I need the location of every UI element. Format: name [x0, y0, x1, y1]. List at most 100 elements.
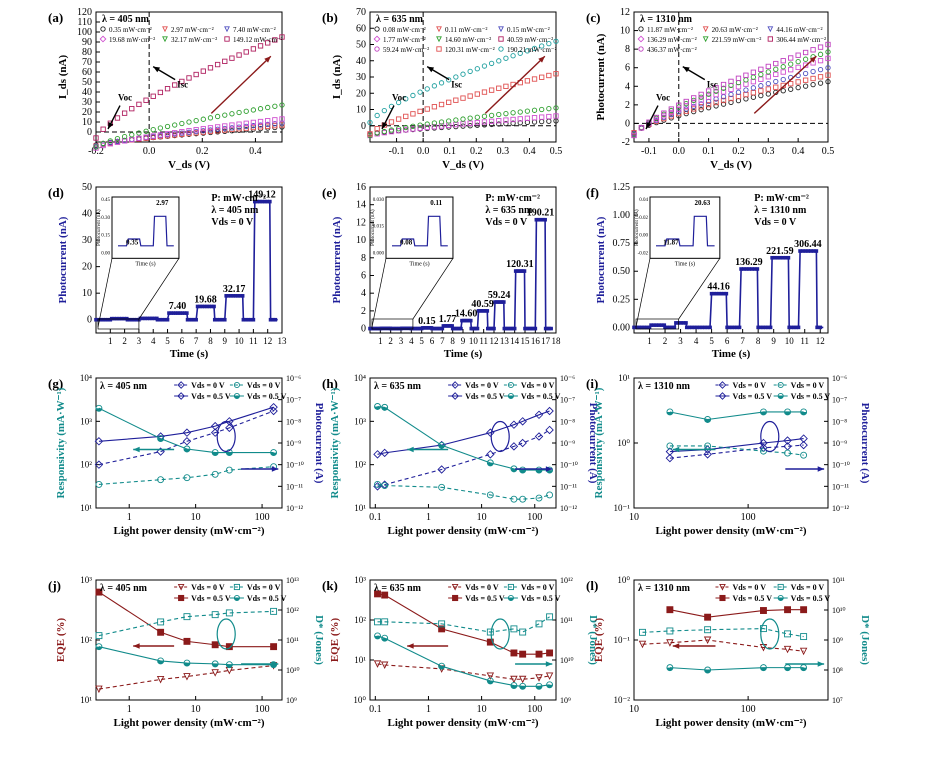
- y-axis-label: Photocurrent (nA): [331, 216, 343, 303]
- y2-tick-label: 10¹³: [286, 576, 299, 585]
- data-point: [114, 115, 121, 121]
- highlight-ellipse: [216, 420, 236, 453]
- zoom-box: [97, 318, 140, 330]
- x-tick-label: 8: [450, 336, 455, 346]
- x-axis-label: Time (s): [170, 348, 209, 360]
- voc-arrow-head: [382, 122, 388, 129]
- y-tick-label: 10¹: [354, 503, 366, 513]
- y-tick-label: 10⁻¹: [614, 503, 631, 513]
- panel-label: (a): [48, 10, 63, 25]
- x-axis-label: Light power density (mW·cm⁻²): [114, 717, 265, 729]
- data-point: [251, 317, 256, 322]
- data-point: [756, 325, 760, 330]
- data-point: [811, 249, 816, 253]
- data-point: [758, 325, 763, 330]
- x-tick-label: 100: [255, 704, 270, 715]
- data-point: [178, 311, 182, 315]
- data-point: [417, 89, 423, 95]
- data-point: [517, 116, 523, 122]
- data-point: [781, 255, 785, 260]
- y2-tick-label: 10¹¹: [832, 576, 845, 585]
- data-point: [481, 63, 488, 69]
- pulse-label: 221.59: [766, 246, 794, 257]
- legend-label: Vds = 0.5 V: [732, 594, 772, 603]
- data-point: [534, 432, 544, 441]
- data-point: [780, 69, 786, 75]
- legend-label: Vds = 0 V: [732, 583, 766, 592]
- data-point: [202, 304, 207, 309]
- data-point: [666, 639, 674, 647]
- data-point: [545, 326, 550, 331]
- data-point: [255, 199, 260, 204]
- series-line: [669, 438, 804, 453]
- inset-connector: [412, 258, 454, 320]
- data-point: [684, 321, 688, 325]
- x-tick-label: 13: [500, 336, 510, 346]
- series-line: [377, 483, 550, 500]
- data-point-half: [760, 667, 767, 671]
- data-point: [474, 114, 480, 120]
- data-point: [717, 291, 721, 296]
- data-point: [666, 442, 674, 450]
- data-point: [214, 124, 221, 130]
- data-point: [100, 140, 106, 147]
- data-point: [639, 325, 644, 330]
- y2-tick-label: 10⁻¹⁰: [832, 461, 850, 470]
- data-point: [222, 58, 228, 64]
- data-point: [545, 672, 554, 680]
- data-point: [695, 325, 699, 330]
- inset-y-label: Photocurrent (nA): [97, 209, 102, 246]
- series-pc-0V: [665, 440, 808, 463]
- y-tick-label: 10¹: [80, 695, 92, 705]
- zoom-box: [635, 318, 680, 330]
- plot-frame: [633, 186, 829, 334]
- inset-y-tick-label: 0.15: [101, 234, 110, 239]
- data-point: [417, 108, 423, 115]
- data-point: [200, 68, 206, 74]
- data-point: [825, 65, 831, 71]
- data-point-half: [800, 411, 807, 415]
- data-point: [100, 126, 106, 132]
- y-tick-label: 8: [625, 44, 630, 55]
- inset-y-label: Photocurrent (nA): [635, 209, 640, 246]
- data-point: [705, 88, 712, 94]
- x-tick-label: 0.1: [369, 704, 382, 715]
- data-point: [238, 294, 243, 298]
- data-point: [94, 437, 104, 446]
- data-point: [704, 626, 712, 634]
- series-dstar-0V: [374, 613, 554, 636]
- y2-tick-label: 10⁸: [832, 666, 843, 675]
- legend-label: 40.59 mW·cm⁻²: [507, 36, 553, 44]
- data-point: [488, 60, 495, 67]
- legend-label: 59.24 mW·cm⁻²: [383, 46, 429, 54]
- data-point: [524, 115, 531, 121]
- legend-marker: [718, 392, 727, 400]
- data-point: [222, 317, 227, 322]
- data-point: [780, 64, 786, 70]
- data-point: [503, 111, 509, 117]
- data-point: [691, 108, 697, 115]
- legend-label: Vds = 0.5 V: [247, 594, 287, 603]
- data-point: [488, 112, 495, 119]
- x-tick-label: 9: [223, 336, 228, 346]
- data-point: [273, 317, 278, 322]
- data-point: [647, 325, 652, 330]
- y-axis-label: Photocurrent (nA): [57, 216, 69, 303]
- legend-marker: [177, 392, 185, 400]
- data-point: [732, 325, 737, 330]
- data-point: [510, 116, 516, 123]
- data-point: [817, 74, 824, 80]
- legend-label: 136.29 mW·cm⁻²: [647, 36, 697, 44]
- data-point: [438, 119, 445, 125]
- data-point: [810, 81, 816, 88]
- x-tick-label: 0.3: [497, 146, 510, 157]
- x-tick-label: 6: [430, 336, 435, 346]
- x-tick-label: 1: [426, 512, 431, 523]
- y-tick-label: 12: [356, 217, 366, 228]
- x-tick-label: 18: [552, 336, 562, 346]
- data-point: [152, 316, 157, 321]
- data-point: [758, 92, 764, 99]
- data-point: [825, 72, 831, 78]
- data-point: [713, 88, 719, 94]
- data-point: [373, 660, 382, 668]
